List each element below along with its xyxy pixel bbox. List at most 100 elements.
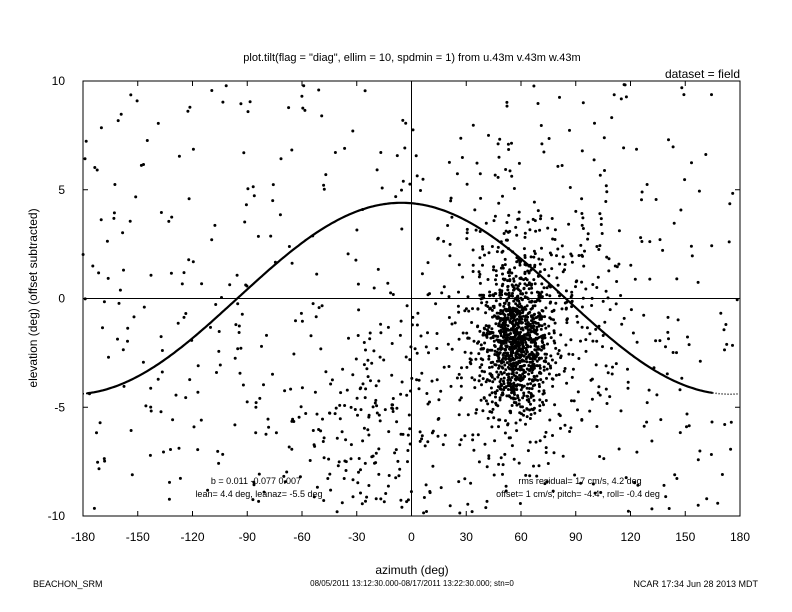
scatter-point [390,406,394,410]
scatter-point [516,394,520,398]
scatter-point [532,374,536,378]
scatter-point [579,243,583,247]
scatter-point [486,305,490,308]
scatter-point [103,459,107,463]
scatter-point [492,334,496,338]
scatter-point [559,426,562,430]
scatter-point [415,351,419,355]
scatter-point [494,299,498,303]
scatter-point [428,400,431,404]
scatter-point [538,404,542,408]
scatter-point [642,313,646,317]
scatter-point [514,274,518,278]
scatter-point [487,133,490,137]
scatter-point [382,500,386,504]
scatter-point [591,283,595,286]
scatter-point [366,428,370,432]
scatter-point [497,347,501,351]
scatter-point [503,313,507,317]
scatter-point [561,454,565,458]
annotation-offset: offset= 1 cm/s; pitch= -4.4 , roll= -0.4… [496,489,660,499]
scatter-point [501,391,505,395]
scatter-point [629,263,633,267]
scatter-point [504,307,508,311]
scatter-point [129,93,133,97]
scatter-point [508,268,512,272]
scatter-point [525,367,529,371]
scatter-point [552,339,556,343]
scatter-point [467,336,471,340]
scatter-point [731,343,734,347]
scatter-point [239,102,243,106]
scatter-point [531,340,535,344]
scatter-point [184,396,188,400]
scatter-point [374,497,378,501]
scatter-point [473,386,477,390]
scatter-point [529,392,533,396]
scatter-point [604,364,608,368]
scatter-point [536,352,540,356]
scatter-point [521,341,525,345]
scatter-point [93,166,97,169]
scatter-point [186,109,190,113]
scatter-point [487,456,491,460]
scatter-point [531,321,535,325]
scatter-point [608,308,612,312]
scatter-point [351,129,355,133]
scatter-point [486,348,490,352]
scatter-point [529,329,533,333]
scatter-point [527,354,531,358]
scatter-point [415,378,419,382]
scatter-point [149,405,153,409]
scatter-point [507,294,511,298]
scatter-point [497,357,501,360]
scatter-point [340,430,344,434]
scatter-point [584,287,588,291]
scatter-point [550,267,554,271]
scatter-point [522,308,525,312]
scatter-point [471,438,475,442]
scatter-point [478,329,482,333]
scatter-point [505,338,509,342]
scatter-point [541,380,545,384]
scatter-point [490,308,494,312]
scatter-point [557,412,561,416]
scatter-point [481,377,485,381]
scatter-point [479,347,483,351]
scatter-point [525,350,529,354]
scatter-point [500,372,504,376]
scatter-point [498,291,502,295]
scatter-point [471,123,475,127]
scatter-point [287,445,291,449]
scatter-point [622,316,626,320]
scatter-point [347,336,350,340]
scatter-point [394,476,398,480]
scatter-point [470,510,474,514]
scatter-point [580,197,584,201]
scatter-point [481,409,485,413]
scatter-point [491,360,495,364]
scatter-point [99,126,103,130]
scatter-point [522,364,526,368]
scatter-point [553,238,557,241]
scatter-point [213,223,217,227]
y-axis-label: elevation (deg) (offset subtracted) [26,208,40,387]
scatter-point [394,195,398,199]
scatter-point [482,347,486,350]
scatter-point [686,335,689,339]
scatter-point [502,379,505,383]
scatter-point [182,315,186,319]
scatter-point [502,278,506,282]
scatter-point [538,439,542,443]
scatter-point [367,413,371,417]
scatter-point [382,358,386,362]
scatter-point [328,472,332,476]
scatter-point [676,318,680,322]
scatter-point [160,370,164,374]
scatter-point [411,128,415,132]
scatter-point [489,374,493,378]
scatter-point [576,320,580,324]
scatter-point [671,145,675,149]
scatter-point [698,359,702,363]
scatter-point [471,433,475,437]
